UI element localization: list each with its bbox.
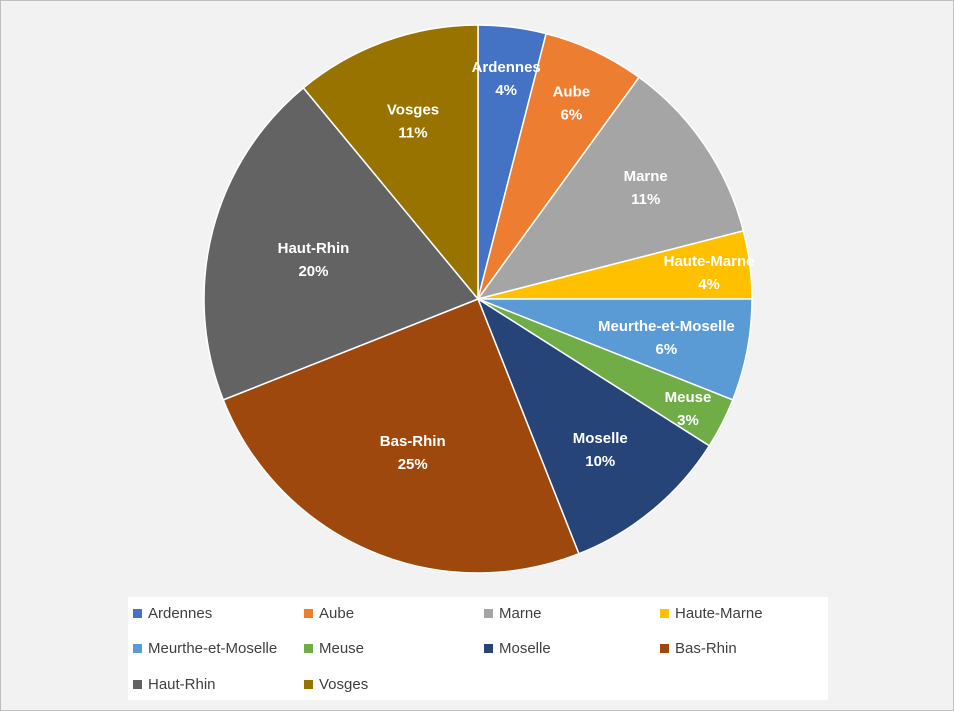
legend-swatch bbox=[304, 679, 313, 689]
legend-label: Moselle bbox=[499, 639, 551, 657]
slice-category-label: Haute-Marne bbox=[664, 253, 755, 270]
legend-item: Aube bbox=[304, 602, 354, 624]
legend-item: Moselle bbox=[484, 637, 551, 659]
legend-label: Haut-Rhin bbox=[148, 675, 216, 693]
slice-percent-label: 25% bbox=[398, 456, 428, 473]
legend-label: Aube bbox=[319, 604, 355, 622]
pie-slice-bas-rhin bbox=[222, 298, 580, 574]
legend-label: Ardennes bbox=[148, 604, 213, 622]
legend-swatch bbox=[133, 608, 142, 618]
pie-slices bbox=[203, 24, 753, 574]
slice-category-label: Vosges bbox=[387, 102, 439, 119]
pie-slice-haut-rhin bbox=[203, 86, 480, 401]
slice-category-label: Moselle bbox=[573, 430, 628, 447]
pie-slice-moselle bbox=[476, 297, 711, 555]
slice-percent-label: 4% bbox=[698, 276, 720, 293]
slice-percent-label: 11% bbox=[398, 125, 427, 142]
slice-percent-label: 6% bbox=[560, 107, 582, 124]
slice-percent-label: 4% bbox=[495, 82, 517, 99]
pie-chart: Ardennes 4% Aube 6% Marne 11% Haute-Marne 4% Meu… bbox=[203, 24, 755, 574]
slice-percent-label: 11% bbox=[631, 191, 660, 208]
legend-label: Marne bbox=[499, 604, 542, 622]
legend-item: Meurthe-et-Moselle bbox=[133, 637, 277, 659]
legend-item: Haut-Rhin bbox=[133, 673, 216, 695]
legend-swatch bbox=[304, 608, 313, 618]
legend-item: Vosges bbox=[304, 673, 368, 695]
legend-swatch bbox=[484, 608, 493, 618]
legend-label: Haute-Marne bbox=[675, 604, 763, 622]
legend-item: Meuse bbox=[304, 637, 364, 659]
legend-swatch bbox=[133, 679, 142, 689]
slice-percent-label: 3% bbox=[677, 412, 699, 429]
legend-swatch bbox=[660, 608, 669, 618]
legend: Ardennes Aube Marne Haute-Marne Meurthe-et-M… bbox=[128, 597, 828, 700]
legend-item: Marne bbox=[484, 602, 542, 624]
legend-swatch bbox=[660, 643, 669, 653]
slice-category-label: Haut-Rhin bbox=[278, 240, 350, 257]
legend-item: Bas-Rhin bbox=[660, 637, 737, 659]
slice-category-label: Bas-Rhin bbox=[380, 433, 446, 450]
slice-category-label: Meuse bbox=[665, 389, 712, 406]
legend-label: Meurthe-et-Moselle bbox=[148, 639, 278, 657]
legend-label: Vosges bbox=[319, 675, 369, 693]
pie-slice-vosges bbox=[302, 24, 479, 302]
slice-percent-label: 6% bbox=[656, 341, 678, 358]
slice-labels: Ardennes 4% Aube 6% Marne 11% Haute-Marne 4% Meu… bbox=[278, 59, 755, 473]
slice-percent-label: 10% bbox=[585, 453, 615, 470]
legend-label: Bas-Rhin bbox=[675, 639, 737, 657]
slice-percent-label: 20% bbox=[298, 263, 328, 280]
legend-item: Ardennes bbox=[133, 602, 212, 624]
pie-slice-marne bbox=[476, 76, 745, 301]
slice-category-label: Ardennes bbox=[472, 59, 541, 76]
legend-label: Meuse bbox=[319, 639, 365, 657]
slice-category-label: Marne bbox=[624, 168, 668, 185]
legend-swatch bbox=[304, 643, 313, 653]
legend-item: Haute-Marne bbox=[660, 602, 763, 624]
slice-category-label: Meurthe-et-Moselle bbox=[598, 318, 735, 335]
slice-category-label: Aube bbox=[553, 84, 591, 101]
legend-swatch bbox=[133, 643, 142, 653]
legend-swatch bbox=[484, 643, 493, 653]
